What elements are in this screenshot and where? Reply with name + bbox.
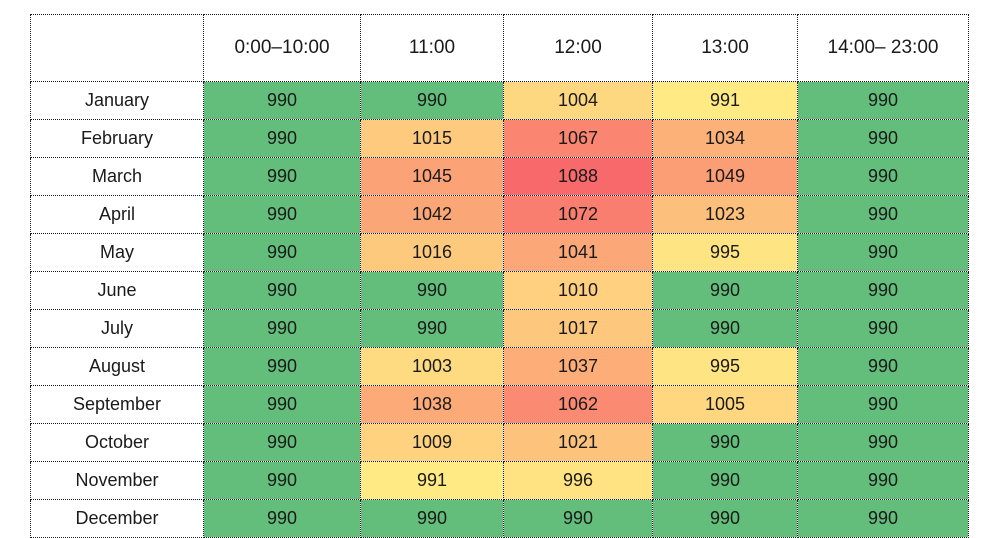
- heatmap-cell: 990: [203, 233, 361, 272]
- row-label: December: [30, 499, 204, 538]
- heatmap-cell: 990: [652, 499, 798, 538]
- heatmap-cell: 990: [203, 423, 361, 462]
- heatmap-cell: 1038: [360, 385, 504, 424]
- heatmap-cell: 990: [797, 233, 969, 272]
- heatmap-cell: 1021: [503, 423, 653, 462]
- heatmap-cell: 990: [203, 461, 361, 500]
- heatmap-cell: 1037: [503, 347, 653, 386]
- heatmap-cell: 1003: [360, 347, 504, 386]
- heatmap-cell: 1042: [360, 195, 504, 234]
- heatmap-cell: 990: [503, 499, 653, 538]
- heatmap-cell: 1062: [503, 385, 653, 424]
- table-row: December 990 990 990 990 990: [30, 499, 969, 538]
- column-header: 0:00–10:00: [203, 14, 361, 82]
- table-row: November 990 991 996 990 990: [30, 461, 969, 500]
- monthly-hourly-price-heatmap: 0:00–10:00 11:00 12:00 13:00 14:00– 23:00 Ja…: [30, 14, 969, 538]
- row-label: July: [30, 309, 204, 348]
- table-row: October 990 1009 1021 990 990: [30, 423, 969, 462]
- heatmap-cell: 990: [797, 309, 969, 348]
- table-row: February 990 1015 1067 1034 990: [30, 119, 969, 158]
- heatmap-cell: 995: [652, 233, 798, 272]
- row-label: April: [30, 195, 204, 234]
- heatmap-cell: 1049: [652, 157, 798, 196]
- row-label: January: [30, 81, 204, 120]
- heatmap-cell: 1015: [360, 119, 504, 158]
- column-header: 13:00: [652, 14, 798, 82]
- heatmap-cell: 990: [360, 499, 504, 538]
- heatmap-cell: 990: [797, 347, 969, 386]
- heatmap-cell: 990: [797, 119, 969, 158]
- heatmap-cell: 990: [203, 157, 361, 196]
- corner-cell: [30, 14, 204, 82]
- heatmap-cell: 990: [203, 119, 361, 158]
- row-label: November: [30, 461, 204, 500]
- heatmap-cell: 1072: [503, 195, 653, 234]
- heatmap-cell: 990: [203, 271, 361, 310]
- heatmap-cell: 990: [652, 461, 798, 500]
- heatmap-cell: 1023: [652, 195, 798, 234]
- heatmap-cell: 990: [652, 423, 798, 462]
- heatmap-cell: 990: [797, 157, 969, 196]
- heatmap-cell: 1017: [503, 309, 653, 348]
- heatmap-cell: 990: [360, 81, 504, 120]
- heatmap-cell: 990: [797, 499, 969, 538]
- heatmap-cell: 990: [203, 195, 361, 234]
- heatmap-cell: 990: [360, 309, 504, 348]
- heatmap-cell: 990: [203, 81, 361, 120]
- heatmap-cell: 991: [652, 81, 798, 120]
- table-row: August 990 1003 1037 995 990: [30, 347, 969, 386]
- heatmap-cell: 990: [797, 461, 969, 500]
- heatmap-cell: 995: [652, 347, 798, 386]
- heatmap-cell: 990: [360, 271, 504, 310]
- heatmap-cell: 1041: [503, 233, 653, 272]
- table-row: March 990 1045 1088 1049 990: [30, 157, 969, 196]
- table-row: June 990 990 1010 990 990: [30, 271, 969, 310]
- header-row: 0:00–10:00 11:00 12:00 13:00 14:00– 23:00: [30, 14, 969, 82]
- heatmap-cell: 996: [503, 461, 653, 500]
- column-header: 14:00– 23:00: [797, 14, 969, 82]
- heatmap-body: January 990 990 1004 991 990 February 990 1015 10…: [30, 81, 969, 538]
- row-label: May: [30, 233, 204, 272]
- heatmap-cell: 1016: [360, 233, 504, 272]
- heatmap-cell: 990: [652, 309, 798, 348]
- heatmap-cell: 990: [652, 271, 798, 310]
- heatmap-cell: 990: [203, 499, 361, 538]
- heatmap-cell: 1088: [503, 157, 653, 196]
- column-header: 12:00: [503, 14, 653, 82]
- heatmap-cell: 1009: [360, 423, 504, 462]
- heatmap-cell: 991: [360, 461, 504, 500]
- heatmap-cell: 1005: [652, 385, 798, 424]
- heatmap-cell: 990: [203, 385, 361, 424]
- table-row: September 990 1038 1062 1005 990: [30, 385, 969, 424]
- heatmap-cell: 990: [797, 385, 969, 424]
- heatmap-cell: 1010: [503, 271, 653, 310]
- heatmap-cell: 1034: [652, 119, 798, 158]
- heatmap-cell: 1067: [503, 119, 653, 158]
- heatmap-cell: 990: [797, 271, 969, 310]
- column-header: 11:00: [360, 14, 504, 82]
- heatmap-cell: 1004: [503, 81, 653, 120]
- heatmap-cell: 990: [797, 81, 969, 120]
- table-row: January 990 990 1004 991 990: [30, 81, 969, 120]
- row-label: March: [30, 157, 204, 196]
- heatmap-cell: 990: [203, 309, 361, 348]
- heatmap-cell: 990: [203, 347, 361, 386]
- table-row: May 990 1016 1041 995 990: [30, 233, 969, 272]
- row-label: September: [30, 385, 204, 424]
- heatmap-cell: 1045: [360, 157, 504, 196]
- row-label: June: [30, 271, 204, 310]
- table-row: July 990 990 1017 990 990: [30, 309, 969, 348]
- row-label: February: [30, 119, 204, 158]
- row-label: October: [30, 423, 204, 462]
- heatmap-cell: 990: [797, 423, 969, 462]
- heatmap-cell: 990: [797, 195, 969, 234]
- row-label: August: [30, 347, 204, 386]
- table-row: April 990 1042 1072 1023 990: [30, 195, 969, 234]
